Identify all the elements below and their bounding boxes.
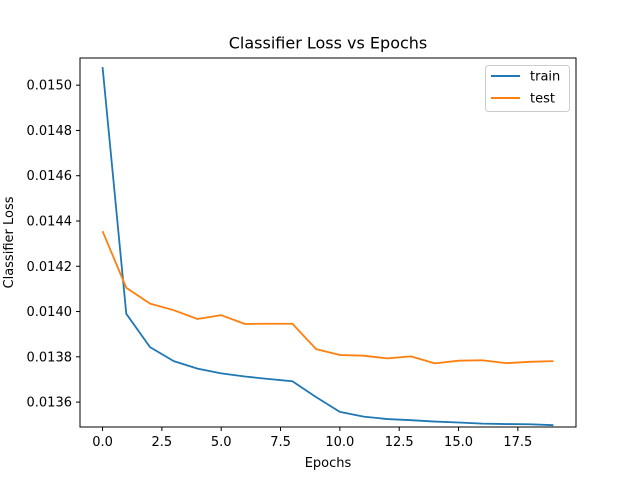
chart-title: Classifier Loss vs Epochs: [229, 34, 428, 53]
y-tick-label: 0.0142: [27, 260, 73, 275]
x-tick-label: 17.5: [503, 435, 532, 450]
legend-train-label: train: [530, 70, 560, 85]
x-tick-label: 5.0: [211, 435, 232, 450]
y-tick-label: 0.0148: [27, 124, 73, 139]
y-axis-label: Classifier Loss: [2, 196, 17, 288]
x-axis-label: Epochs: [305, 456, 352, 471]
x-tick-label: 12.5: [385, 435, 414, 450]
y-tick-label: 0.0136: [27, 396, 73, 411]
y-tick-label: 0.0138: [27, 350, 73, 365]
y-tick-label: 0.0140: [27, 305, 73, 320]
legend-test-label: test: [530, 92, 555, 107]
series-line-test: [101, 230, 554, 365]
y-tick-label: 0.0150: [27, 79, 73, 94]
y-tick-label: 0.0144: [27, 214, 73, 229]
legend: train test: [485, 65, 570, 112]
x-tick-label: 10.0: [325, 435, 354, 450]
x-tick-label: 2.5: [152, 435, 173, 450]
x-tick-label: 7.5: [270, 435, 291, 450]
plot-frame: [79, 57, 577, 428]
axes-layer: 0.0 2.5 5.0 7.5 10.0 12.5 15.0 17.5 0.0136 0.0138…: [27, 79, 533, 450]
x-tick-label: 0.0: [92, 435, 113, 450]
x-tick-label: 15.0: [444, 435, 473, 450]
y-tick-label: 0.0146: [27, 169, 73, 184]
series-line-train: [101, 66, 554, 427]
series-layer: [101, 66, 554, 427]
